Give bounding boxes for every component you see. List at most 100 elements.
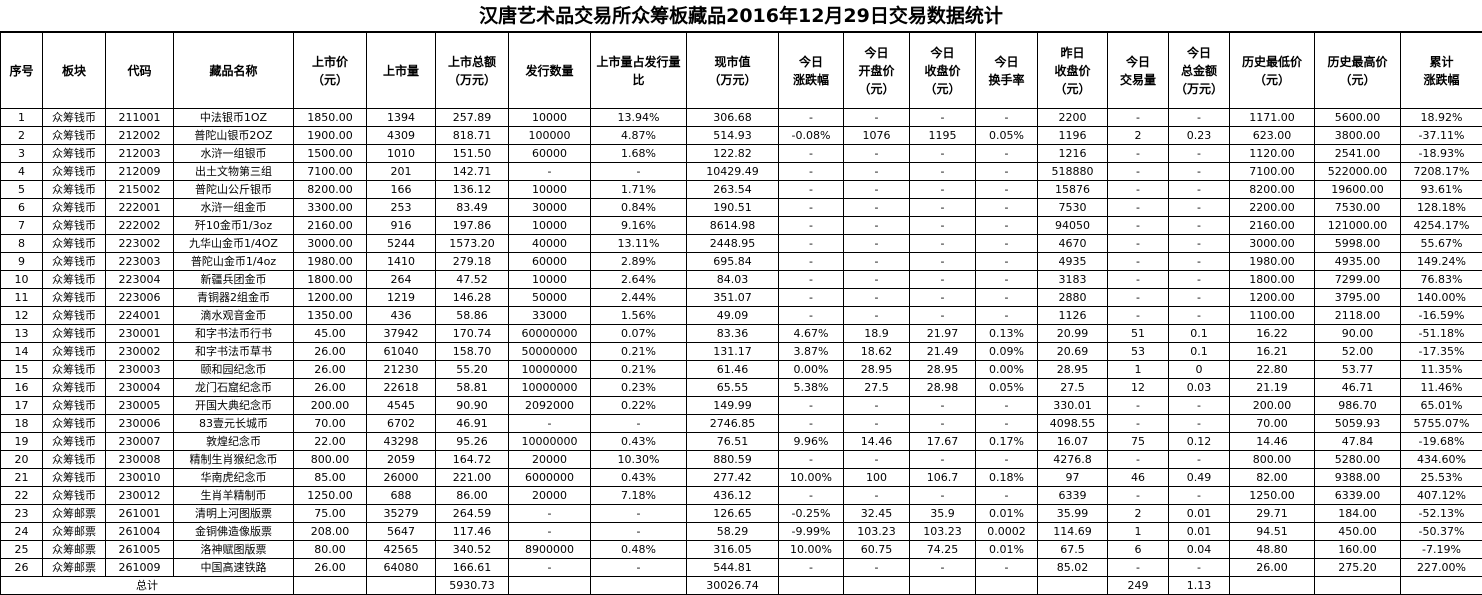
table-cell: 2541.00 bbox=[1315, 145, 1401, 163]
table-cell: - bbox=[1108, 397, 1169, 415]
table-cell: 1.68% bbox=[591, 145, 687, 163]
column-header: 上市总额（万元） bbox=[436, 33, 509, 109]
table-cell: 1.56% bbox=[591, 307, 687, 325]
table-cell: 普陀山金币1/4oz bbox=[174, 253, 294, 271]
table-cell: 42565 bbox=[367, 541, 436, 559]
table-cell: 龙门石窟纪念币 bbox=[174, 379, 294, 397]
table-cell: - bbox=[509, 415, 591, 433]
table-cell: 9 bbox=[1, 253, 43, 271]
column-header-line: 序号 bbox=[1, 62, 42, 80]
table-cell: - bbox=[1108, 271, 1169, 289]
table-cell: 35.99 bbox=[1038, 505, 1108, 523]
table-cell: 10000 bbox=[509, 217, 591, 235]
column-header-line: 今日 bbox=[844, 44, 909, 62]
table-cell: 1250.00 bbox=[294, 487, 367, 505]
table-cell: 8200.00 bbox=[1230, 181, 1315, 199]
column-header: 上市量 bbox=[367, 33, 436, 109]
table-cell: 201 bbox=[367, 163, 436, 181]
table-cell: 0.01 bbox=[1169, 505, 1230, 523]
table-cell: - bbox=[910, 235, 976, 253]
table-cell: 65.55 bbox=[687, 379, 779, 397]
table-cell: 230003 bbox=[106, 361, 174, 379]
table-cell: 7530 bbox=[1038, 199, 1108, 217]
table-cell: 1195 bbox=[910, 127, 976, 145]
table-cell: -0.08% bbox=[779, 127, 844, 145]
table-cell: 264 bbox=[367, 271, 436, 289]
table-cell: 1.71% bbox=[591, 181, 687, 199]
table-cell: - bbox=[976, 199, 1038, 217]
table-cell: - bbox=[976, 163, 1038, 181]
table-cell: 7208.17% bbox=[1401, 163, 1482, 181]
table-cell: 0.84% bbox=[591, 199, 687, 217]
column-header-line: 历史最低价 bbox=[1230, 53, 1314, 71]
table-cell: 76.51 bbox=[687, 433, 779, 451]
column-header-line: 涨跌幅 bbox=[779, 71, 843, 89]
table-cell: 和字书法币草书 bbox=[174, 343, 294, 361]
column-header-line: 涨跌幅 bbox=[1401, 71, 1482, 89]
table-cell: 滴水观音金币 bbox=[174, 307, 294, 325]
table-cell: 47.84 bbox=[1315, 433, 1401, 451]
table-cell: - bbox=[591, 415, 687, 433]
table-cell: 2.89% bbox=[591, 253, 687, 271]
table-cell: - bbox=[509, 505, 591, 523]
table-cell: 7299.00 bbox=[1315, 271, 1401, 289]
table-cell: 15 bbox=[1, 361, 43, 379]
table-cell: 0.00% bbox=[779, 361, 844, 379]
table-cell: 26 bbox=[1, 559, 43, 577]
total-cell-empty bbox=[294, 577, 367, 595]
table-cell: 46 bbox=[1108, 469, 1169, 487]
table-cell: 2746.85 bbox=[687, 415, 779, 433]
table-cell: 10 bbox=[1, 271, 43, 289]
table-cell: 1 bbox=[1, 109, 43, 127]
table-cell: 13 bbox=[1, 325, 43, 343]
table-cell: - bbox=[779, 397, 844, 415]
table-cell: 32.45 bbox=[844, 505, 910, 523]
table-cell: 60.75 bbox=[844, 541, 910, 559]
table-cell: 330.01 bbox=[1038, 397, 1108, 415]
table-cell: 18.9 bbox=[844, 325, 910, 343]
table-cell: 3795.00 bbox=[1315, 289, 1401, 307]
column-header-line: 开盘价 bbox=[844, 62, 909, 80]
column-header: 代码 bbox=[106, 33, 174, 109]
table-cell: 8614.98 bbox=[687, 217, 779, 235]
table-cell: -16.59% bbox=[1401, 307, 1482, 325]
table-cell: - bbox=[1169, 451, 1230, 469]
table-cell: - bbox=[910, 163, 976, 181]
table-cell: 7.18% bbox=[591, 487, 687, 505]
table-cell: 184.00 bbox=[1315, 505, 1401, 523]
table-cell: 15876 bbox=[1038, 181, 1108, 199]
table-cell: 67.5 bbox=[1038, 541, 1108, 559]
table-cell: 261004 bbox=[106, 523, 174, 541]
column-header: 上市价（元） bbox=[294, 33, 367, 109]
table-cell: 61.46 bbox=[687, 361, 779, 379]
table-cell: - bbox=[844, 217, 910, 235]
table-cell: 37942 bbox=[367, 325, 436, 343]
table-cell: 众筹钱币 bbox=[43, 289, 106, 307]
total-cell-empty bbox=[779, 577, 844, 595]
table-cell: 普陀山公斤银币 bbox=[174, 181, 294, 199]
table-cell: 6 bbox=[1, 199, 43, 217]
table-cell: 5059.93 bbox=[1315, 415, 1401, 433]
table-cell: 1076 bbox=[844, 127, 910, 145]
table-cell: - bbox=[910, 307, 976, 325]
table-cell: - bbox=[1169, 217, 1230, 235]
table-cell: 223006 bbox=[106, 289, 174, 307]
table-cell: - bbox=[910, 145, 976, 163]
table-cell: 149.99 bbox=[687, 397, 779, 415]
table-cell: 0.43% bbox=[591, 469, 687, 487]
table-cell: 4098.55 bbox=[1038, 415, 1108, 433]
table-cell: 27.5 bbox=[1038, 379, 1108, 397]
table-cell: 22.80 bbox=[1230, 361, 1315, 379]
table-cell: 212009 bbox=[106, 163, 174, 181]
table-cell: 4670 bbox=[1038, 235, 1108, 253]
column-header: 历史最低价（元） bbox=[1230, 33, 1315, 109]
column-header: 累计涨跌幅 bbox=[1401, 33, 1482, 109]
table-cell: 7100.00 bbox=[294, 163, 367, 181]
table-cell: 0.17% bbox=[976, 433, 1038, 451]
table-cell: 10000 bbox=[509, 181, 591, 199]
